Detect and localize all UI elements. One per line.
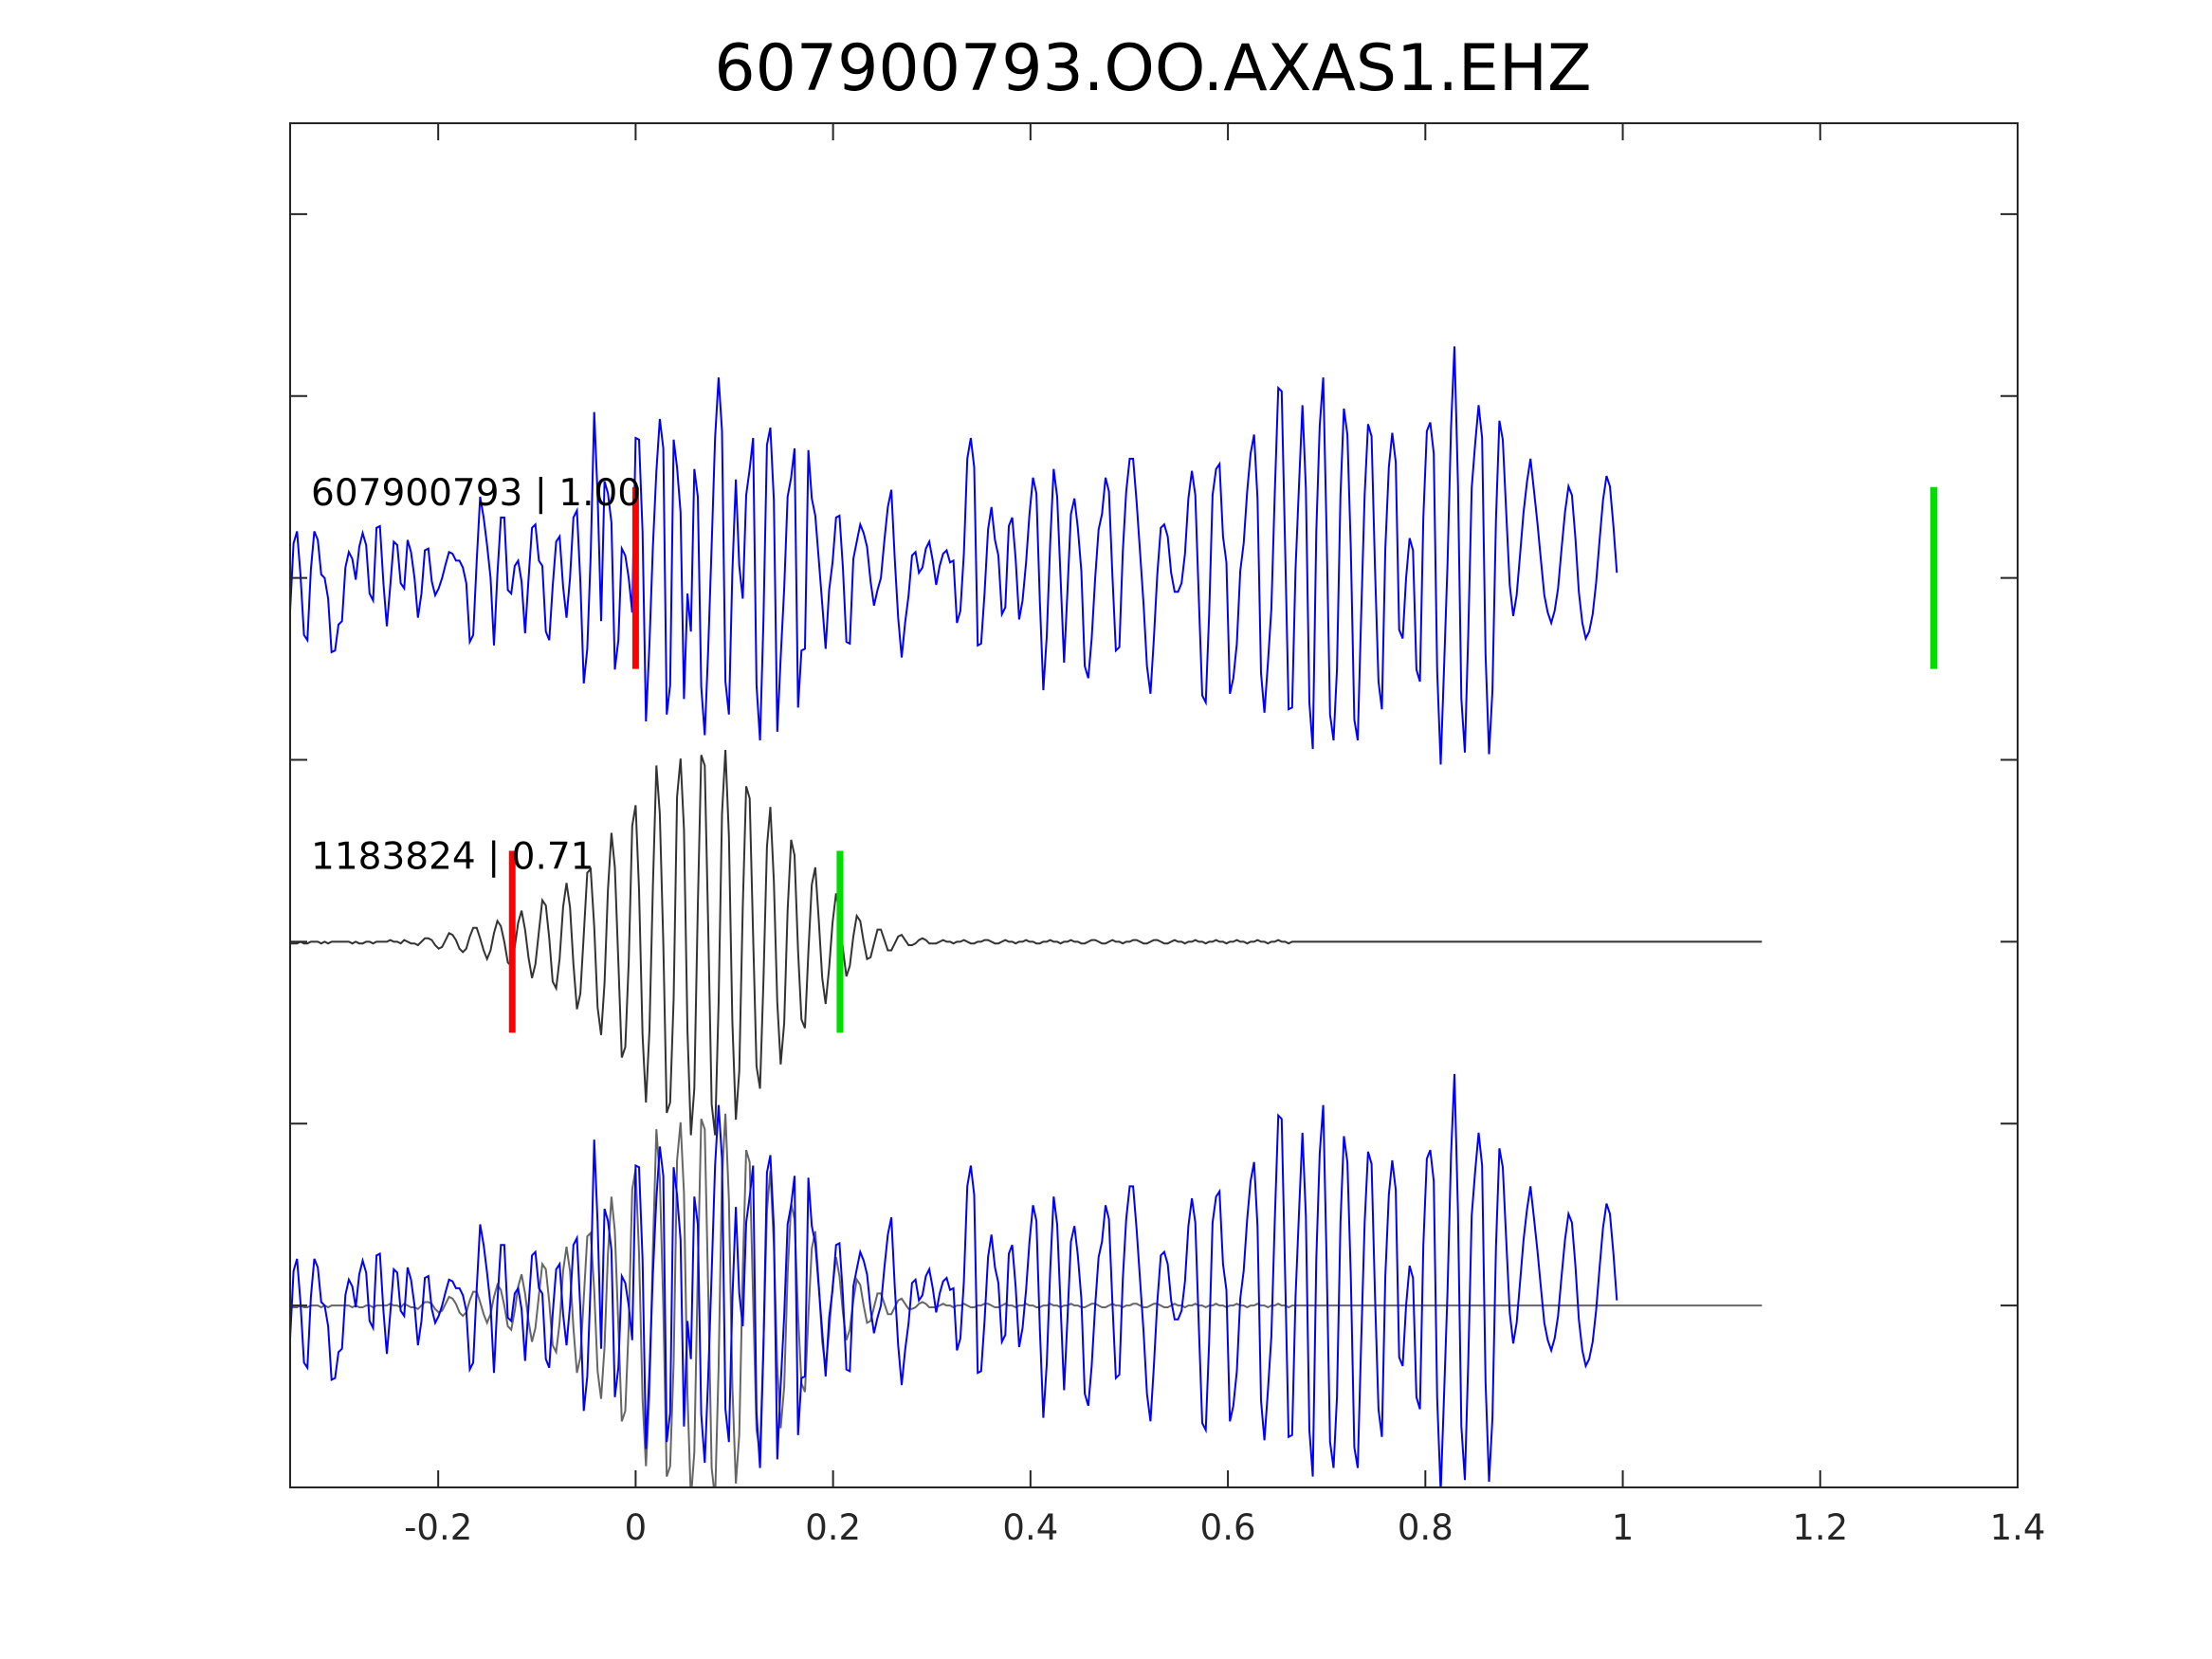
x-tick-label: -0.2 xyxy=(404,1507,472,1548)
pick-markers-layer xyxy=(508,486,1938,1033)
x-tick-label: 0.2 xyxy=(805,1507,861,1548)
traces-layer xyxy=(290,346,1763,1487)
axes-box xyxy=(289,122,2019,1488)
x-tick-label: 0.6 xyxy=(1200,1507,1256,1548)
x-tick-label: 0.8 xyxy=(1398,1507,1453,1548)
trace-labels-layer: 607900793 | 1.00 1183824 | 0.71 xyxy=(311,472,641,879)
trace-1183824 xyxy=(290,750,1763,1136)
chart-title: 607900793.OO.AXAS1.EHZ xyxy=(714,31,1591,106)
trace-label-1: 607900793 | 1.00 xyxy=(311,472,641,515)
x-tick-label: 0.4 xyxy=(1002,1507,1058,1548)
overlay-trace-1183824 xyxy=(290,1113,1763,1487)
x-tick-label: 0 xyxy=(625,1507,648,1548)
trace-607900793 xyxy=(290,346,1618,765)
trace-label-2: 1183824 | 0.71 xyxy=(311,836,594,879)
x-tick-label: 1.2 xyxy=(1792,1507,1848,1548)
x-tick-label: 1 xyxy=(1612,1507,1635,1548)
x-tick-label: 1.4 xyxy=(1990,1507,2046,1548)
axes-layer: -0.2 0 0.2 0.4 0.6 0.8 1 1.2 1.4 xyxy=(289,122,2046,1548)
overlay-trace-607900793 xyxy=(290,1073,1618,1487)
